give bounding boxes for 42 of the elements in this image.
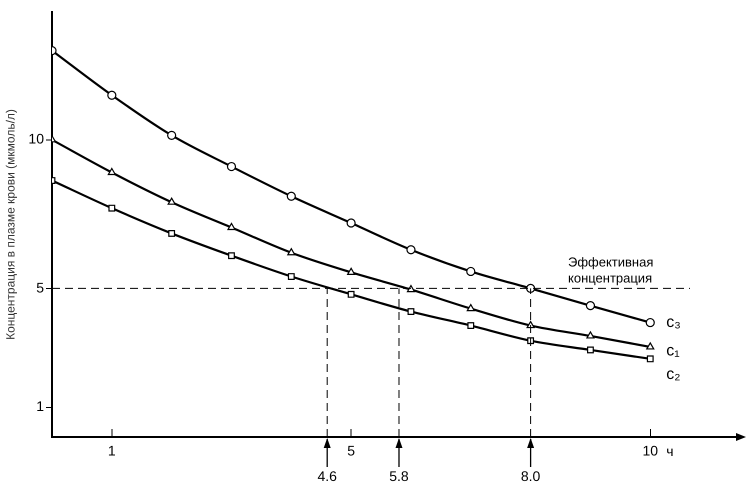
point xyxy=(348,290,355,298)
point xyxy=(406,245,416,254)
point xyxy=(167,130,176,140)
x-axis-title: ч xyxy=(666,442,674,459)
point xyxy=(586,331,594,339)
point xyxy=(107,90,116,100)
point xyxy=(346,218,356,228)
point xyxy=(646,318,655,328)
point xyxy=(286,192,296,201)
ref-line-label: 5.8 xyxy=(389,468,409,484)
x-tick-label: 1 xyxy=(108,442,116,458)
point xyxy=(586,301,596,310)
ref-line-label: Эффективная концентрация xyxy=(568,254,654,286)
point xyxy=(108,168,116,176)
point xyxy=(587,346,594,354)
point xyxy=(406,284,416,292)
y-tick-label: 1 xyxy=(36,398,44,414)
x-tick-label: 5 xyxy=(347,442,356,458)
y-axis-title: Концентрация в плазме крови (мкмоль/л) xyxy=(4,109,18,340)
x-tick-label: 10 xyxy=(642,442,658,458)
point xyxy=(646,342,654,350)
series-label: c₁ xyxy=(666,342,680,360)
series-label: c₂ xyxy=(666,366,680,384)
point xyxy=(168,198,176,205)
point xyxy=(466,304,475,312)
point xyxy=(227,222,236,230)
point xyxy=(168,230,176,237)
point xyxy=(228,252,235,260)
series-label: c₃ xyxy=(666,314,681,331)
point xyxy=(646,355,654,362)
point xyxy=(466,266,476,276)
point xyxy=(467,322,474,329)
point xyxy=(226,162,236,172)
ref-line-label: 8.0 xyxy=(520,468,541,484)
point xyxy=(408,308,414,316)
point xyxy=(288,273,295,280)
y-tick-label: 10 xyxy=(28,130,44,147)
point xyxy=(347,268,356,275)
y-tick-label: 5 xyxy=(36,279,44,296)
point xyxy=(287,248,296,256)
ref-line-label: 4.6 xyxy=(317,468,338,484)
point xyxy=(108,204,116,212)
